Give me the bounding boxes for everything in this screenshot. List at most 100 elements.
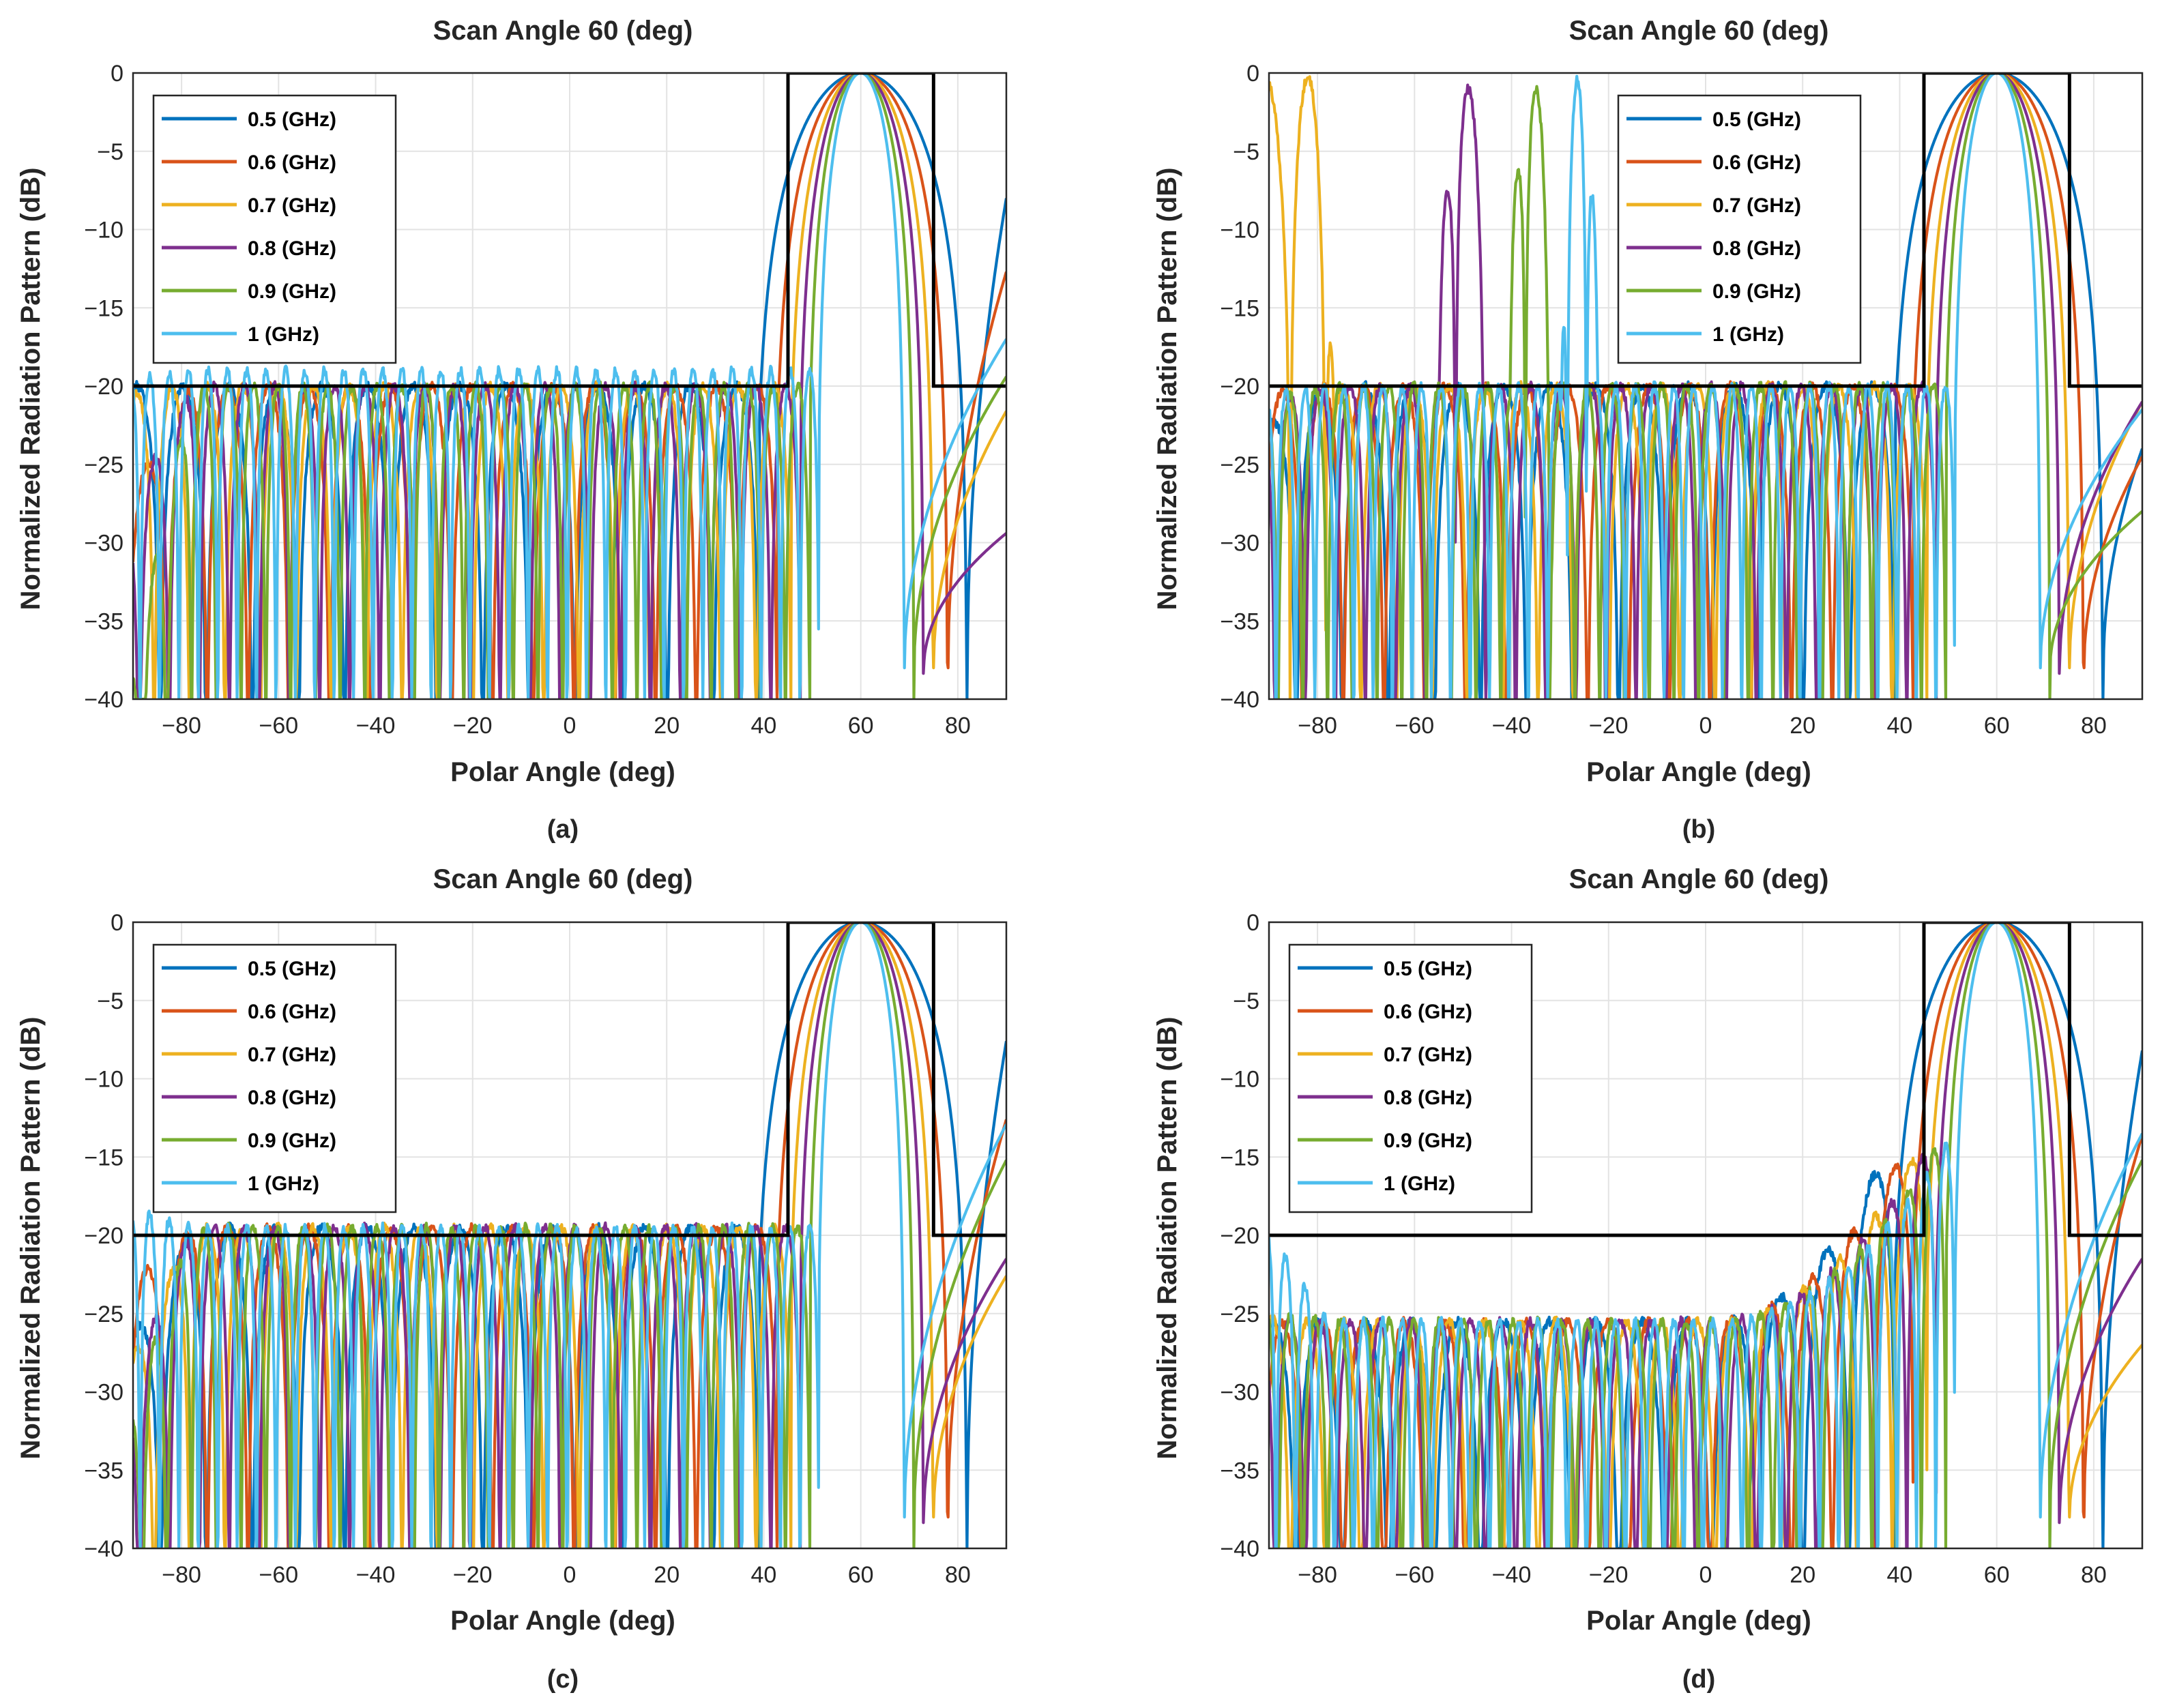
y-tick-label-a: −40	[84, 687, 123, 713]
x-tick-label-d: −60	[1395, 1562, 1434, 1588]
y-tick-label-d: −30	[1220, 1380, 1259, 1406]
y-axis-label-d: Normalized Radiation Pattern (dB)	[1152, 1017, 1182, 1460]
y-tick-label-c: 0	[111, 910, 123, 936]
y-tick-label-c: −10	[84, 1067, 123, 1093]
chart-title-c: Scan Angle 60 (deg)	[433, 864, 693, 894]
y-axis-label-b: Normalized Radiation Pattern (dB)	[1152, 168, 1182, 610]
x-tick-label-c: 0	[564, 1562, 577, 1588]
panel-caption-c: (c)	[547, 1665, 579, 1694]
y-tick-label-b: −10	[1220, 218, 1259, 244]
y-tick-label-c: −40	[84, 1536, 123, 1562]
chart-title-a: Scan Angle 60 (deg)	[433, 16, 693, 46]
x-tick-label-d: 20	[1790, 1562, 1815, 1588]
x-tick-label-b: 60	[1984, 713, 2010, 739]
y-tick-label-b: −25	[1220, 452, 1259, 478]
series-line-c-5	[133, 922, 1006, 1548]
x-tick-label-a: −80	[162, 713, 201, 739]
y-tick-label-c: −20	[84, 1223, 123, 1249]
y-tick-label-a: −30	[84, 531, 123, 557]
y-tick-label-c: −25	[84, 1301, 123, 1327]
y-tick-label-c: −35	[84, 1458, 123, 1484]
y-tick-label-d: −40	[1220, 1536, 1259, 1562]
legend-label-d-1: 0.5 (GHz)	[1384, 958, 1472, 980]
y-tick-label-a: −15	[84, 295, 123, 321]
x-tick-label-a: 80	[945, 713, 971, 739]
mask-line-c	[133, 922, 1006, 1237]
series-line-c-6	[133, 922, 1006, 1548]
series-line-d-6	[1269, 922, 2142, 1548]
x-tick-label-a: −20	[453, 713, 493, 739]
legend-label-a-5: 0.9 (GHz)	[248, 280, 336, 303]
x-tick-label-c: 40	[751, 1562, 777, 1588]
x-tick-label-c: 80	[945, 1562, 971, 1588]
y-tick-label-d: −25	[1220, 1301, 1259, 1327]
legend-label-a-6: 1 (GHz)	[248, 323, 319, 346]
y-tick-label-b: −15	[1220, 295, 1259, 321]
y-tick-label-d: −15	[1220, 1145, 1259, 1170]
y-tick-label-d: −20	[1220, 1223, 1259, 1249]
legend-box-c	[152, 943, 397, 1213]
x-tick-label-a: 40	[751, 713, 777, 739]
x-tick-label-b: 0	[1699, 713, 1712, 739]
x-tick-label-b: −60	[1395, 713, 1434, 739]
legend-box-b	[1617, 94, 1862, 364]
chart-panel-d: Scan Angle 60 (deg) Polar Angle (deg) No…	[1152, 864, 2144, 1694]
legend-label-d-4: 0.8 (GHz)	[1384, 1087, 1472, 1109]
legend-b: 0.5 (GHz) 0.6 (GHz) 0.7 (GHz) 0.8 (GHz) 0.9 …	[1617, 94, 1862, 364]
panel-caption-d: (d)	[1682, 1665, 1716, 1694]
axes-box-a	[132, 72, 1008, 701]
x-tick-label-a: 20	[654, 713, 680, 739]
x-tick-label-d: −80	[1298, 1562, 1337, 1588]
y-tick-label-a: −20	[84, 374, 123, 400]
legend-label-b-5: 0.9 (GHz)	[1712, 280, 1801, 303]
chart-title-b: Scan Angle 60 (deg)	[1569, 16, 1829, 46]
series-line-d-5	[1269, 922, 2142, 1548]
legend-label-c-2: 0.6 (GHz)	[248, 1001, 336, 1023]
legend-label-b-2: 0.6 (GHz)	[1712, 151, 1801, 174]
legend-label-d-3: 0.7 (GHz)	[1384, 1044, 1472, 1066]
x-tick-label-b: 20	[1790, 713, 1815, 739]
legend-label-b-1: 0.5 (GHz)	[1712, 108, 1801, 131]
y-tick-label-b: −20	[1220, 374, 1259, 400]
legend-label-a-4: 0.8 (GHz)	[248, 237, 336, 260]
series-group-d	[1269, 922, 2142, 1548]
mask-line-b	[1269, 73, 2142, 388]
legend-label-a-1: 0.5 (GHz)	[248, 108, 336, 131]
mask-line-d	[1269, 922, 2142, 1237]
chart-panel-a: Scan Angle 60 (deg) Polar Angle (deg) No…	[16, 16, 1008, 844]
x-tick-label-a: −40	[356, 713, 396, 739]
y-tick-label-d: −10	[1220, 1067, 1259, 1093]
x-tick-label-b: −80	[1298, 713, 1337, 739]
legend-label-d-2: 0.6 (GHz)	[1384, 1001, 1472, 1023]
x-tick-label-a: 0	[564, 713, 577, 739]
y-tick-label-a: 0	[111, 61, 123, 87]
x-tick-label-d: −20	[1589, 1562, 1629, 1588]
x-tick-label-c: −80	[162, 1562, 201, 1588]
legend-label-a-3: 0.7 (GHz)	[248, 194, 336, 217]
chart-panel-c: Scan Angle 60 (deg) Polar Angle (deg) No…	[16, 864, 1008, 1694]
legend-label-d-6: 1 (GHz)	[1384, 1173, 1455, 1195]
panel-caption-b: (b)	[1682, 815, 1716, 844]
legend-label-c-5: 0.9 (GHz)	[248, 1130, 336, 1152]
y-tick-label-b: 0	[1246, 61, 1259, 87]
legend-label-c-1: 0.5 (GHz)	[248, 958, 336, 980]
y-tick-label-b: −35	[1220, 608, 1259, 634]
x-tick-label-b: 80	[2081, 713, 2107, 739]
x-tick-label-c: −40	[356, 1562, 396, 1588]
x-tick-label-b: −40	[1492, 713, 1532, 739]
series-line-b-6	[1269, 73, 2142, 699]
y-tick-label-c: −30	[84, 1380, 123, 1406]
y-tick-label-a: −5	[97, 139, 123, 165]
y-axis-label-a: Normalized Radiation Pattern (dB)	[16, 168, 46, 610]
axes-box-d	[1268, 921, 2144, 1550]
legend-a: 0.5 (GHz) 0.6 (GHz) 0.7 (GHz) 0.8 (GHz) 0.9 …	[152, 94, 397, 364]
panel-caption-a: (a)	[547, 815, 579, 844]
legend-c: 0.5 (GHz) 0.6 (GHz) 0.7 (GHz) 0.8 (GHz) 0.9 …	[152, 943, 397, 1213]
x-axis-label-d: Polar Angle (deg)	[1586, 1606, 1811, 1636]
legend-label-b-6: 1 (GHz)	[1712, 323, 1784, 346]
x-tick-label-a: 60	[848, 713, 874, 739]
x-tick-label-a: −60	[259, 713, 298, 739]
y-tick-label-b: −40	[1220, 687, 1259, 713]
x-tick-label-c: 20	[654, 1562, 680, 1588]
legend-box-d	[1288, 943, 1533, 1213]
